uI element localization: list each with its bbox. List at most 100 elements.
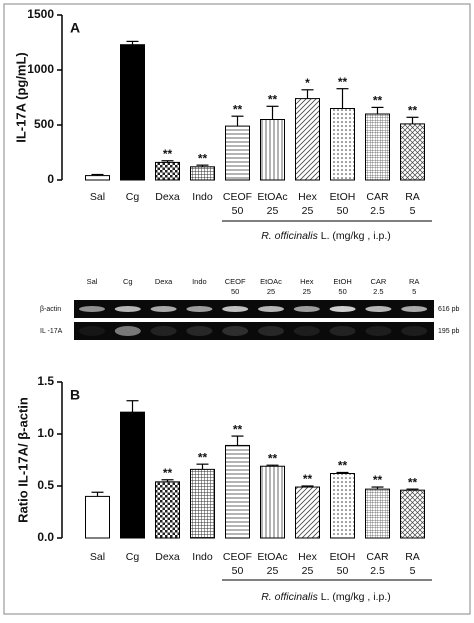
significance: ** [303, 472, 313, 486]
gel-strip [74, 322, 434, 340]
bar [365, 113, 390, 181]
significance: ** [268, 92, 278, 106]
lane-label: CAR [370, 277, 386, 286]
bar [295, 98, 320, 181]
dose-label: 50 [232, 205, 244, 217]
bar [330, 108, 355, 181]
x-tick-label: RA [405, 551, 420, 563]
x-tick-label: CEOF [223, 191, 252, 203]
bar [120, 411, 145, 539]
lane-dose: 25 [303, 287, 311, 296]
lane-label: Indo [192, 277, 207, 286]
significance: ** [163, 147, 173, 161]
dose-label: 2.5 [370, 565, 385, 577]
gel-band [401, 306, 428, 312]
lane-dose: 50 [338, 287, 346, 296]
x-tick-label: Hex [298, 191, 317, 203]
band-size: 195 pb [438, 328, 460, 335]
group-label-species: R. officinalis [261, 591, 318, 603]
dose-label: 25 [302, 205, 314, 217]
gel-band [258, 326, 284, 336]
significance: ** [338, 75, 348, 89]
gel-band [79, 326, 105, 336]
significance: ** [268, 451, 278, 465]
x-tick-label: Cg [126, 551, 140, 563]
gel-band [329, 306, 356, 312]
gel-band [401, 326, 428, 336]
y-axis-label: Ratio IL-17A/ β-actin [15, 397, 30, 523]
significance: * [305, 76, 310, 90]
gel-band [258, 306, 284, 312]
lane-label: Sal [87, 277, 98, 286]
lane-label: Hex [300, 277, 314, 286]
band-size: 616 pb [438, 306, 460, 313]
bar [400, 123, 425, 181]
significance: ** [233, 422, 243, 436]
bar [225, 125, 250, 181]
group-label-rest: L. (mg/kg , i.p.) [321, 591, 391, 603]
y-tick-label: 0.0 [37, 530, 54, 544]
panel-label: B [70, 387, 80, 403]
row-label: IL -17A [40, 328, 63, 335]
gel-band [114, 306, 141, 312]
x-tick-label: Dexa [155, 191, 180, 203]
x-tick-label: CEOF [223, 551, 252, 563]
significance: ** [163, 466, 173, 480]
dose-label: 2.5 [370, 205, 385, 217]
dose-label: 25 [302, 565, 314, 577]
lane-dose: 25 [267, 287, 275, 296]
gel-band [79, 306, 105, 312]
gel-band [222, 306, 249, 312]
x-tick-label: CAR [366, 551, 389, 563]
bar [260, 465, 285, 539]
dose-label: 50 [337, 565, 349, 577]
x-tick-label: EtOH [330, 551, 356, 563]
lane-dose: 50 [231, 287, 239, 296]
dose-label: 50 [337, 205, 349, 217]
x-tick-label: EtOAc [257, 551, 287, 563]
dose-label: 5 [410, 565, 416, 577]
dose-label: 5 [410, 205, 416, 217]
significance: ** [198, 450, 208, 464]
gel-band [329, 326, 356, 336]
x-tick-label: EtOAc [257, 191, 287, 203]
y-tick-label: 1.5 [37, 374, 54, 388]
y-tick-label: 1500 [27, 7, 54, 21]
bar [155, 481, 180, 539]
x-tick-label: Indo [192, 551, 213, 563]
dose-label: 25 [267, 205, 279, 217]
panel-label: A [70, 20, 80, 36]
gel-band [150, 326, 177, 336]
bar [225, 444, 250, 539]
bar [85, 495, 110, 539]
group-label: R. officinalis L. (mg/kg , i.p.) [261, 591, 391, 603]
lane-label: EtOH [333, 277, 351, 286]
significance: ** [338, 459, 348, 473]
x-tick-label: Hex [298, 551, 317, 563]
y-tick-label: 0.5 [37, 478, 54, 492]
lane-label: Dexa [155, 277, 173, 286]
significance: ** [373, 94, 383, 108]
lane-label: Cg [123, 277, 133, 286]
gel-band [365, 306, 392, 312]
gel-band [114, 326, 141, 336]
x-tick-label: RA [405, 191, 420, 203]
group-label-species: R. officinalis [261, 230, 318, 242]
bar [120, 44, 145, 181]
gel-band [150, 306, 177, 312]
bar [400, 489, 425, 539]
frame [3, 3, 471, 615]
lane-label: CEOF [225, 277, 246, 286]
y-tick-label: 500 [34, 117, 54, 131]
x-tick-label: Indo [192, 191, 213, 203]
x-tick-label: EtOH [330, 191, 356, 203]
y-tick-label: 1.0 [37, 426, 54, 440]
bar [155, 161, 180, 181]
bar [365, 488, 390, 539]
gel-band [293, 326, 320, 336]
significance: ** [408, 475, 418, 489]
gel-band [186, 326, 213, 336]
bar [85, 175, 110, 181]
gel-band [293, 306, 320, 312]
